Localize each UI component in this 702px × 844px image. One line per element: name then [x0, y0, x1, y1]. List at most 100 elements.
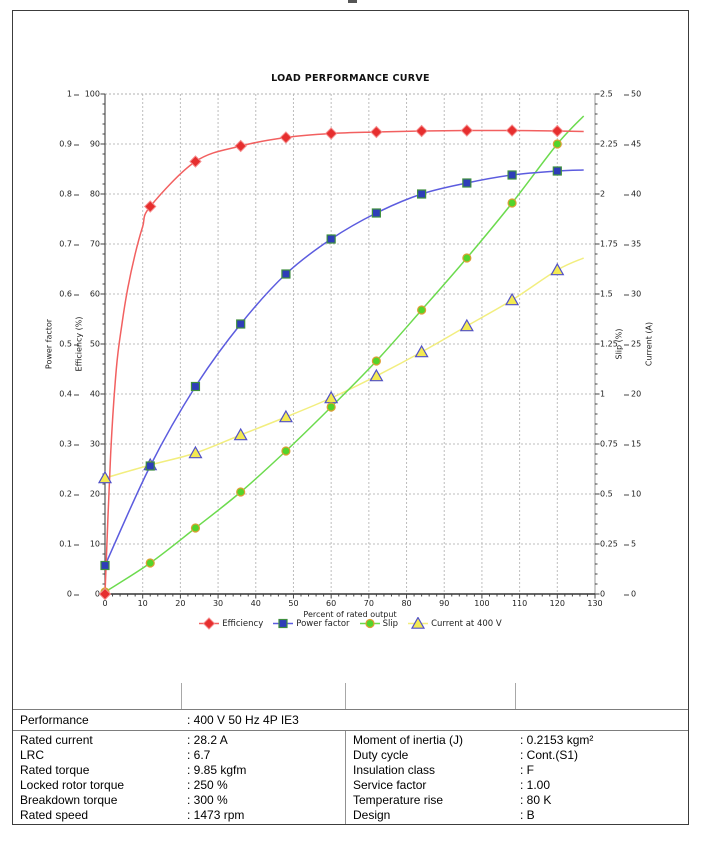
row-value: : 0.2153 kgm²: [520, 732, 594, 747]
x-tick-label: 30: [212, 599, 224, 608]
table-row: Rated speed : 1473 rpm: [13, 808, 345, 822]
y-tick-label: 0: [94, 589, 100, 599]
y-tick-label: 0.7: [27, 240, 79, 249]
y-tick-label: 0.6: [27, 290, 79, 299]
table-row: Insulation class: F: [346, 763, 688, 777]
y-tick-label: 40: [624, 190, 667, 199]
y-tick-label: 5: [624, 540, 667, 549]
y-tick-label: 20: [89, 489, 100, 499]
row-label: Rated current: [20, 732, 93, 747]
legend-label: Slip: [382, 618, 399, 629]
table-row: LRC: 6.7: [13, 748, 345, 762]
row-value: : 1473 rpm: [187, 808, 245, 823]
row-value: : B: [520, 808, 535, 823]
x-tick-label: 90: [439, 599, 450, 608]
column-divider: [345, 683, 346, 709]
column-divider: [181, 683, 182, 709]
column-divider: [515, 683, 516, 709]
x-tick-label: 130: [587, 599, 603, 608]
x-axis-title: Percent of rated output: [303, 610, 397, 619]
x-tick-label: 40: [250, 599, 261, 608]
y-tick-label: 30: [624, 290, 667, 299]
row-value: : 300 %: [187, 793, 228, 808]
plot-area: [97, 93, 600, 601]
legend-item-power-factor: Power factor: [273, 617, 350, 630]
y-tick-label: 0: [27, 590, 79, 599]
y-tick-label: 1.75: [600, 239, 618, 249]
table-header-strip: [13, 683, 688, 710]
x-tick-label: 60: [326, 599, 337, 608]
table-row: Moment of inertia (J) : 0.2153 kgm²: [346, 733, 688, 747]
report-frame: LOAD PERFORMANCE CURVE Power factor Effi…: [12, 10, 689, 825]
x-tick-label: 20: [175, 599, 186, 608]
performance-value: : 400 V 50 Hz 4P IE3: [187, 713, 299, 727]
y-tick-label: 0.5: [27, 340, 79, 349]
y-tick-label: 0.5: [600, 489, 613, 499]
legend-label: Efficiency: [222, 618, 264, 629]
legend-item-slip: Slip: [359, 617, 399, 630]
row-value: : 9.85 kgfm: [187, 762, 247, 777]
y-tick-label: 1: [27, 90, 79, 99]
x-tick-label: 100: [474, 599, 490, 608]
spec-table: Rated current: 28.2 A LRC: 6.7 Rated torqu…: [13, 731, 688, 824]
y-tick-label: 0: [600, 589, 606, 599]
legend-label: Power factor: [296, 618, 350, 629]
circle-icon: [359, 618, 380, 629]
diamond-icon: [199, 617, 220, 630]
y-tick-label: 0.4: [27, 390, 79, 399]
top-edge-artifact: [348, 0, 357, 3]
y-tick-label: 0.8: [27, 190, 79, 199]
current-axis-ticks: 50 45 40 35 30 25 20 15 10 5 0: [624, 90, 667, 599]
y-tick-label: 60: [89, 289, 100, 299]
y-tick-label: 0: [624, 590, 667, 599]
chart-title: LOAD PERFORMANCE CURVE: [271, 73, 430, 84]
y-tick-label: 50: [89, 339, 100, 349]
row-label: Moment of inertia (J): [353, 732, 464, 747]
y-tick-label: 1: [600, 389, 606, 399]
row-label: LRC: [20, 747, 45, 762]
x-tick-label: 10: [137, 599, 148, 608]
y-tick-label: 1.25: [600, 339, 618, 349]
slip-axis-ticks: 2.5 2.25 2 1.75 1.5 1.25 1 0.75 0.5 0.25 0: [600, 90, 636, 599]
row-value: : 250 %: [187, 778, 228, 793]
y-tick-label: 2.5: [600, 89, 613, 99]
table-row: Temperature rise: 80 K: [346, 793, 688, 807]
row-label: Design: [353, 808, 391, 823]
row-label: Insulation class: [353, 762, 436, 777]
spec-table-left-column: Rated current: 28.2 A LRC: 6.7 Rated torqu…: [13, 731, 345, 824]
y-tick-label: 10: [624, 490, 667, 499]
x-tick-label: 50: [288, 599, 299, 608]
table-row: Breakdown torque: 300 %: [13, 793, 345, 807]
x-tick-label: 120: [549, 599, 565, 608]
y-tick-label: 0.1: [27, 540, 79, 549]
performance-row: Performance : 400 V 50 Hz 4P IE3: [13, 710, 688, 731]
chart-legend: Efficiency Power factor Slip Current at 400…: [13, 617, 688, 630]
y-tick-label: 90: [89, 139, 100, 149]
y-tick-label: 30: [89, 439, 100, 449]
y-tick-label: 0.3: [27, 440, 79, 449]
table-row: Locked rotor torque : 250 %: [13, 778, 345, 792]
row-label: Service factor: [353, 778, 427, 793]
y-tick-label: 10: [89, 539, 100, 549]
table-row: Service factor: 1.00: [346, 778, 688, 792]
legend-label: Current at 400 V: [431, 618, 502, 629]
y-tick-label: 0.75: [600, 439, 618, 449]
y-tick-label: 2: [600, 189, 606, 199]
y-tick-label: 0.9: [27, 140, 79, 149]
y-tick-label: 0.2: [27, 490, 79, 499]
y-tick-label: 2.25: [600, 139, 618, 149]
x-axis-ticks: 0 10 20 30 40 50 60 70 80 90 100 110 120 130: [102, 599, 602, 609]
y-tick-label: 100: [84, 89, 100, 99]
x-tick-label: 0: [102, 599, 108, 608]
y-tick-label: 80: [89, 189, 100, 199]
x-tick-label: 70: [363, 599, 374, 608]
row-label: Locked rotor torque: [20, 778, 125, 793]
square-icon: [273, 618, 294, 629]
y-tick-label: 1.5: [600, 289, 613, 299]
y-tick-label: 0.25: [600, 539, 618, 549]
table-row: Rated torque: 9.85 kgfm: [13, 763, 345, 777]
y-tick-label: 35: [624, 240, 667, 249]
row-label: Rated speed: [20, 808, 89, 823]
y-tick-label: 50: [624, 90, 667, 99]
